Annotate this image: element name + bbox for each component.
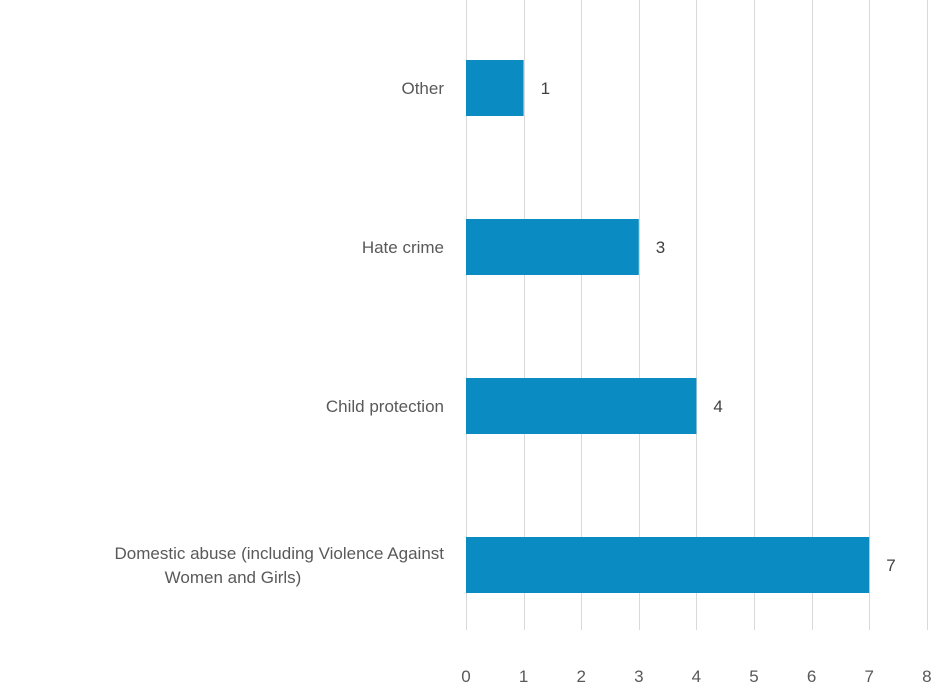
data-label-0: 1 — [541, 79, 550, 98]
bar-1 — [466, 219, 639, 275]
x-tick-label-6: 6 — [807, 667, 816, 685]
x-tick-label-5: 5 — [749, 667, 758, 685]
category-label-line: Women and Girls) — [165, 568, 302, 587]
category-label-line: Domestic abuse (including Violence Again… — [115, 544, 445, 563]
data-label-2: 4 — [713, 397, 722, 416]
bars — [466, 60, 870, 593]
x-tick-label-2: 2 — [576, 667, 585, 685]
data-label-1: 3 — [656, 238, 665, 257]
x-tick-label-0: 0 — [461, 667, 470, 685]
gridlines — [466, 0, 928, 630]
x-tick-label-7: 7 — [864, 667, 873, 685]
category-label-0: Other — [401, 79, 444, 98]
x-tick-label-4: 4 — [692, 667, 701, 685]
data-labels: 1 3 4 7 — [541, 79, 896, 575]
x-tick-label-8: 8 — [922, 667, 931, 685]
x-tick-label-3: 3 — [634, 667, 643, 685]
category-label-2: Child protection — [326, 397, 444, 416]
x-tick-label-1: 1 — [519, 667, 528, 685]
x-axis-tick-labels: 0 1 2 3 4 5 6 7 8 — [461, 667, 931, 685]
data-label-3: 7 — [886, 556, 895, 575]
bar-3 — [466, 537, 870, 593]
category-label-1: Hate crime — [362, 238, 444, 257]
bar-0 — [466, 60, 524, 116]
category-label-3: Domestic abuse (including Violence Again… — [115, 544, 445, 587]
bar-2 — [466, 378, 697, 434]
category-labels: Other Hate crime Child protection Domestic … — [115, 79, 445, 587]
